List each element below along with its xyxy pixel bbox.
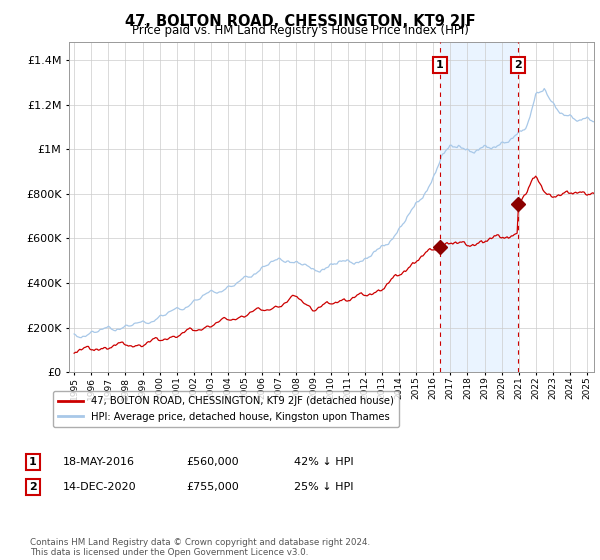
Text: 1: 1 <box>436 60 443 70</box>
Text: 2: 2 <box>29 482 37 492</box>
Text: 42% ↓ HPI: 42% ↓ HPI <box>294 457 353 467</box>
Text: 1: 1 <box>29 457 37 467</box>
Text: £560,000: £560,000 <box>186 457 239 467</box>
Bar <box>440 42 518 372</box>
Text: 2: 2 <box>514 60 522 70</box>
Legend: 47, BOLTON ROAD, CHESSINGTON, KT9 2JF (detached house), HPI: Average price, deta: 47, BOLTON ROAD, CHESSINGTON, KT9 2JF (d… <box>53 391 399 427</box>
Text: 25% ↓ HPI: 25% ↓ HPI <box>294 482 353 492</box>
Text: £755,000: £755,000 <box>186 482 239 492</box>
Text: 18-MAY-2016: 18-MAY-2016 <box>63 457 135 467</box>
Text: 47, BOLTON ROAD, CHESSINGTON, KT9 2JF: 47, BOLTON ROAD, CHESSINGTON, KT9 2JF <box>125 14 475 29</box>
Text: 14-DEC-2020: 14-DEC-2020 <box>63 482 137 492</box>
Text: Price paid vs. HM Land Registry's House Price Index (HPI): Price paid vs. HM Land Registry's House … <box>131 24 469 37</box>
Text: Contains HM Land Registry data © Crown copyright and database right 2024.
This d: Contains HM Land Registry data © Crown c… <box>30 538 370 557</box>
